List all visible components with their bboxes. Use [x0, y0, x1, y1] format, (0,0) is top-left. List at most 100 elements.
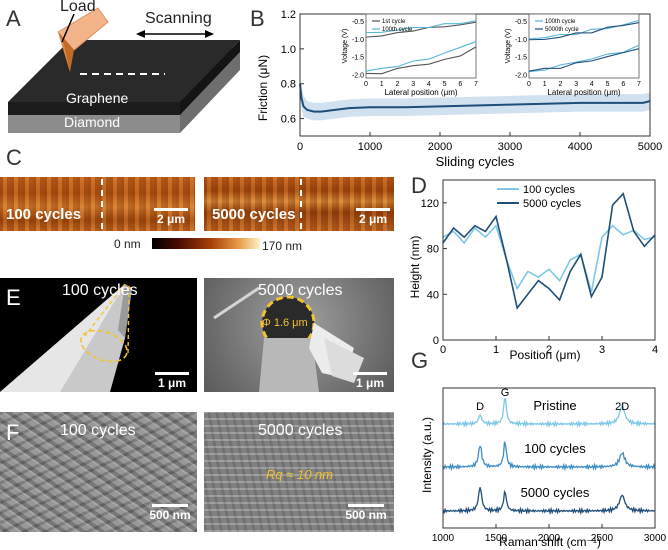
inset-ytick-label: -0.5 [515, 19, 527, 26]
surface-label-100: 100 cycles [60, 422, 136, 439]
sem-label-5000: 5000 cycles [258, 282, 343, 299]
inset-xtick-label: 7 [637, 81, 641, 88]
g-series-label: Pristine [533, 398, 576, 413]
surface-label-5000: 5000 cycles [258, 422, 343, 439]
diamond-label: Diamond [64, 114, 121, 130]
inset-frame [528, 13, 640, 79]
colorbar-max: 170 nm [262, 239, 303, 253]
sem-surface-100 [0, 412, 197, 532]
graphene-label: Graphene [66, 90, 129, 106]
roughness-annotation: Rq ≈ 10 nm [266, 467, 334, 482]
inset-xtick-label: 2 [558, 81, 562, 88]
scanning-label: Scanning [145, 10, 212, 27]
b-ytick-label: 1.0 [281, 44, 296, 56]
d-series-line [442, 224, 656, 293]
d-legend-label: 5000 cycles [523, 198, 582, 210]
inset-ytick-label: -1.5 [515, 55, 527, 62]
sem-label-100: 100 cycles [62, 282, 138, 299]
g-xtick-label: 1500 [485, 533, 508, 544]
inset-xlabel: Lateral position (μm) [384, 88, 457, 97]
diamond-layer [8, 115, 180, 133]
b-xtick-label: 1000 [358, 141, 382, 153]
d-xtick-label: 0 [440, 344, 446, 356]
inset-legend-label: 100th cycle [382, 27, 413, 33]
panel-label-g: G [411, 348, 429, 373]
b-xtick-label: 0 [297, 141, 303, 153]
sem-surface-5000 [204, 412, 394, 532]
raman-chart: Intensity (a.u.) Raman shift (cm⁻¹) Pris… [420, 387, 667, 549]
graphene-front [8, 102, 180, 115]
g-peak-label: 2D [615, 401, 629, 413]
inset-trace-lower [365, 46, 477, 75]
colorbar-min: 0 nm [114, 237, 141, 251]
d-xtick-label: 3 [599, 344, 605, 356]
b-xtick-label: 5000 [638, 141, 662, 153]
inset-xtick-label: 3 [574, 81, 578, 88]
g-xtick-label: 3000 [644, 533, 667, 544]
load-label: Load [60, 0, 96, 15]
g-peak-label: G [501, 387, 510, 399]
inset-xtick-label: 0 [364, 81, 368, 88]
g-series-label: 5000 cycles [521, 485, 590, 500]
d-xlabel: Position (μm) [510, 348, 581, 362]
inset-xtick-label: 5 [606, 81, 610, 88]
inset-xtick-label: 5 [443, 81, 447, 88]
d-ytick-label: 0 [433, 335, 439, 347]
inset-trace-lower [528, 48, 640, 72]
d-ytick-label: 120 [421, 198, 439, 210]
inset-trace-upper [365, 21, 477, 38]
inset-xtick-label: 1 [543, 81, 547, 88]
d-ytick-label: 40 [427, 289, 439, 301]
inset-trace-lower [528, 44, 640, 73]
inset-ylabel: Voltage (V) [342, 29, 349, 64]
inset-xtick-label: 0 [527, 81, 531, 88]
d-ytick-label: 80 [427, 244, 439, 256]
surface-scale-100: 500 nm [146, 504, 194, 522]
sem-tip-5000 [204, 278, 394, 392]
graphene-side [180, 40, 240, 115]
g-xlabel: Raman shift (cm⁻¹) [499, 535, 601, 549]
g-spectrum [442, 441, 656, 472]
afm-label-5000: 5000 cycles [212, 206, 296, 223]
inset-xtick-label: 4 [590, 81, 594, 88]
sem-diameter-annotation: Φ 1.6 μm [262, 317, 308, 329]
inset-xlabel: Lateral position (μm) [547, 88, 620, 97]
inset-xtick-label: 2 [395, 81, 399, 88]
inset-legend-label: 100th cycle [545, 19, 576, 25]
d-series-line [442, 192, 656, 310]
afm-image-5000 [204, 177, 394, 231]
inset-xtick-label: 3 [411, 81, 415, 88]
afm-scale-5000: 2 μm [354, 208, 392, 226]
b-ytick-label: 0.8 [281, 79, 296, 91]
b-friction-line [299, 83, 651, 113]
b-xlabel: Sliding cycles [436, 154, 515, 169]
inset-trace-lower [365, 41, 477, 72]
surface-scale-5000: 500 nm [342, 504, 390, 522]
colorbar [152, 238, 260, 249]
b-xtick-label: 2000 [428, 141, 452, 153]
height-profile-chart: Height (nm) Position (μm) 0 1 2 3 4040801201… [408, 179, 658, 362]
panel-label-d: D [411, 173, 427, 198]
panel-label-e: E [6, 285, 21, 310]
inset-xtick-label: 6 [621, 81, 625, 88]
g-xtick-label: 1000 [432, 533, 455, 544]
b-ytick-label: 0.6 [281, 114, 296, 126]
b-inset-B-inset1: 0 1 2 3 4 5 6 7 -0.5 -1.0 -1.5 -2.0 Lateral position… [342, 13, 478, 97]
d-xtick-label: 4 [652, 344, 658, 356]
diamond-side [180, 52, 240, 133]
afm-label-100: 100 cycles [6, 206, 82, 223]
sem-scale-100: 1 μm [152, 372, 192, 390]
inset-trace-upper [365, 20, 477, 34]
d-xtick-label: 1 [493, 344, 499, 356]
afm-cut-line-5000 [300, 179, 302, 229]
inset-xtick-label: 4 [427, 81, 431, 88]
inset-legend-label: 1st cycle [382, 19, 406, 25]
b-xtick-label: 3000 [498, 141, 522, 153]
g-ylabel: Intensity (a.u.) [420, 417, 434, 493]
d-legend-label: 100 cycles [523, 184, 575, 196]
panel-label-c: C [6, 145, 22, 170]
g-spectrum [442, 397, 656, 429]
afm-scale-100: 2 μm [152, 208, 190, 226]
inset-xtick-label: 1 [380, 81, 384, 88]
g-spectrum [442, 487, 656, 516]
